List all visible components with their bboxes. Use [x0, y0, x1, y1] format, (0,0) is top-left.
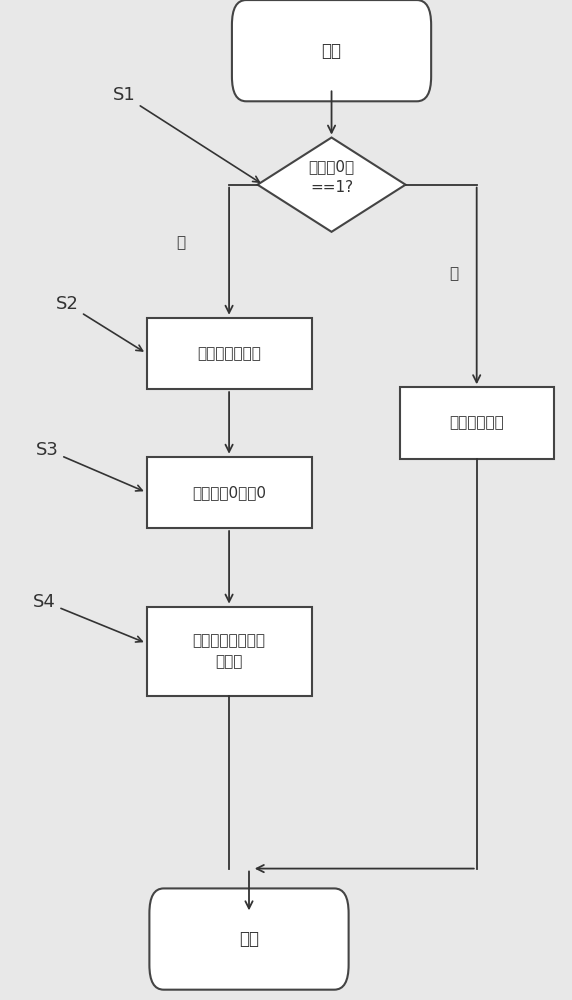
Text: 变量放入累加器: 变量放入累加器 [197, 346, 261, 361]
Text: 开始: 开始 [321, 42, 341, 60]
Text: 结束: 结束 [239, 930, 259, 948]
Text: S2: S2 [55, 295, 142, 351]
Text: S3: S3 [35, 441, 142, 491]
FancyBboxPatch shape [232, 0, 431, 101]
Text: 变量療0位
==1?: 变量療0位 ==1? [308, 159, 355, 195]
Text: 是: 是 [176, 235, 185, 250]
Text: 累加器中的值放回
到变量: 累加器中的值放回 到变量 [193, 633, 265, 669]
Bar [146, 457, 312, 528]
Text: S4: S4 [33, 593, 142, 642]
Text: 执行其他程序: 执行其他程序 [450, 415, 504, 430]
Bar [400, 387, 554, 459]
Text: 否: 否 [450, 267, 459, 282]
Text: 累加器療0位清0: 累加器療0位清0 [192, 485, 266, 500]
Polygon shape [257, 138, 406, 232]
FancyBboxPatch shape [149, 888, 348, 990]
Text: S1: S1 [112, 86, 259, 182]
Bar [146, 607, 312, 696]
Bar [146, 318, 312, 389]
